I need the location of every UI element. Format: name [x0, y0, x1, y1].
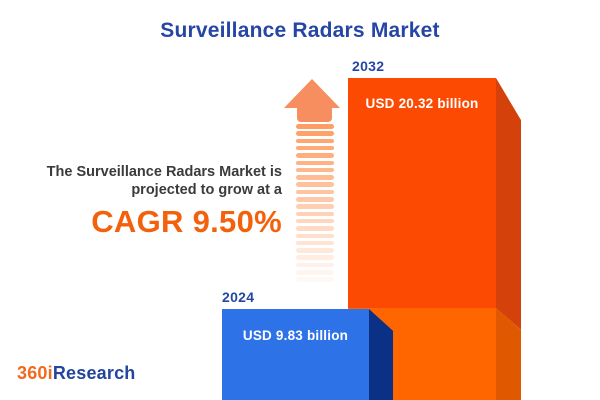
cagr-value: CAGR 9.50%	[91, 204, 282, 239]
logo-part-orange: 360i	[17, 363, 53, 383]
bar-2032-side-upper	[496, 78, 521, 330]
annotation-line-2: projected to grow at a	[131, 182, 282, 198]
page-title: Surveillance Radars Market	[160, 19, 440, 42]
arrow-stripe	[296, 270, 334, 275]
arrow-head-triangle	[284, 79, 340, 108]
arrow-stripe	[296, 211, 334, 217]
year-label-2024: 2024	[222, 289, 255, 305]
arrow-head-stub	[297, 105, 332, 122]
arrow-stripe	[296, 175, 334, 180]
arrow-stripe	[296, 262, 334, 268]
arrow-stripe	[296, 160, 334, 165]
year-label-2032: 2032	[352, 58, 385, 74]
arrow-stripe	[296, 240, 334, 246]
bar-value-2024: USD 9.83 billion	[242, 328, 349, 343]
arrow-stripe	[296, 248, 334, 253]
arrow-stripe	[296, 138, 334, 144]
arrow-stripe	[296, 226, 334, 231]
arrow-stripe	[296, 153, 334, 158]
arrow-stripe	[296, 233, 334, 238]
arrow-shaft	[296, 124, 334, 287]
growth-arrow-up-icon	[283, 79, 343, 287]
arrow-stripe	[296, 124, 334, 129]
bar-value-2032: USD 20.32 billion	[365, 96, 479, 111]
bar-2032-front-upper	[348, 78, 496, 308]
arrow-stripe	[296, 189, 334, 195]
arrow-stripe	[296, 197, 334, 202]
company-logo: 360iResearch	[17, 363, 136, 384]
arrow-stripe	[296, 182, 334, 187]
arrow-stripe	[296, 255, 334, 260]
arrow-stripe	[296, 204, 334, 209]
arrow-stripe	[296, 218, 334, 224]
arrow-stripe	[296, 167, 334, 173]
arrow-stripe	[296, 145, 334, 151]
annotation-block: The Surveillance Radars Market is projec…	[10, 163, 282, 240]
annotation-line-1: The Surveillance Radars Market is	[46, 164, 282, 180]
bar-2024-front	[222, 309, 369, 400]
arrow-stripe	[296, 131, 334, 136]
logo-part-blue: Research	[52, 363, 136, 383]
arrow-stripe	[296, 277, 334, 282]
